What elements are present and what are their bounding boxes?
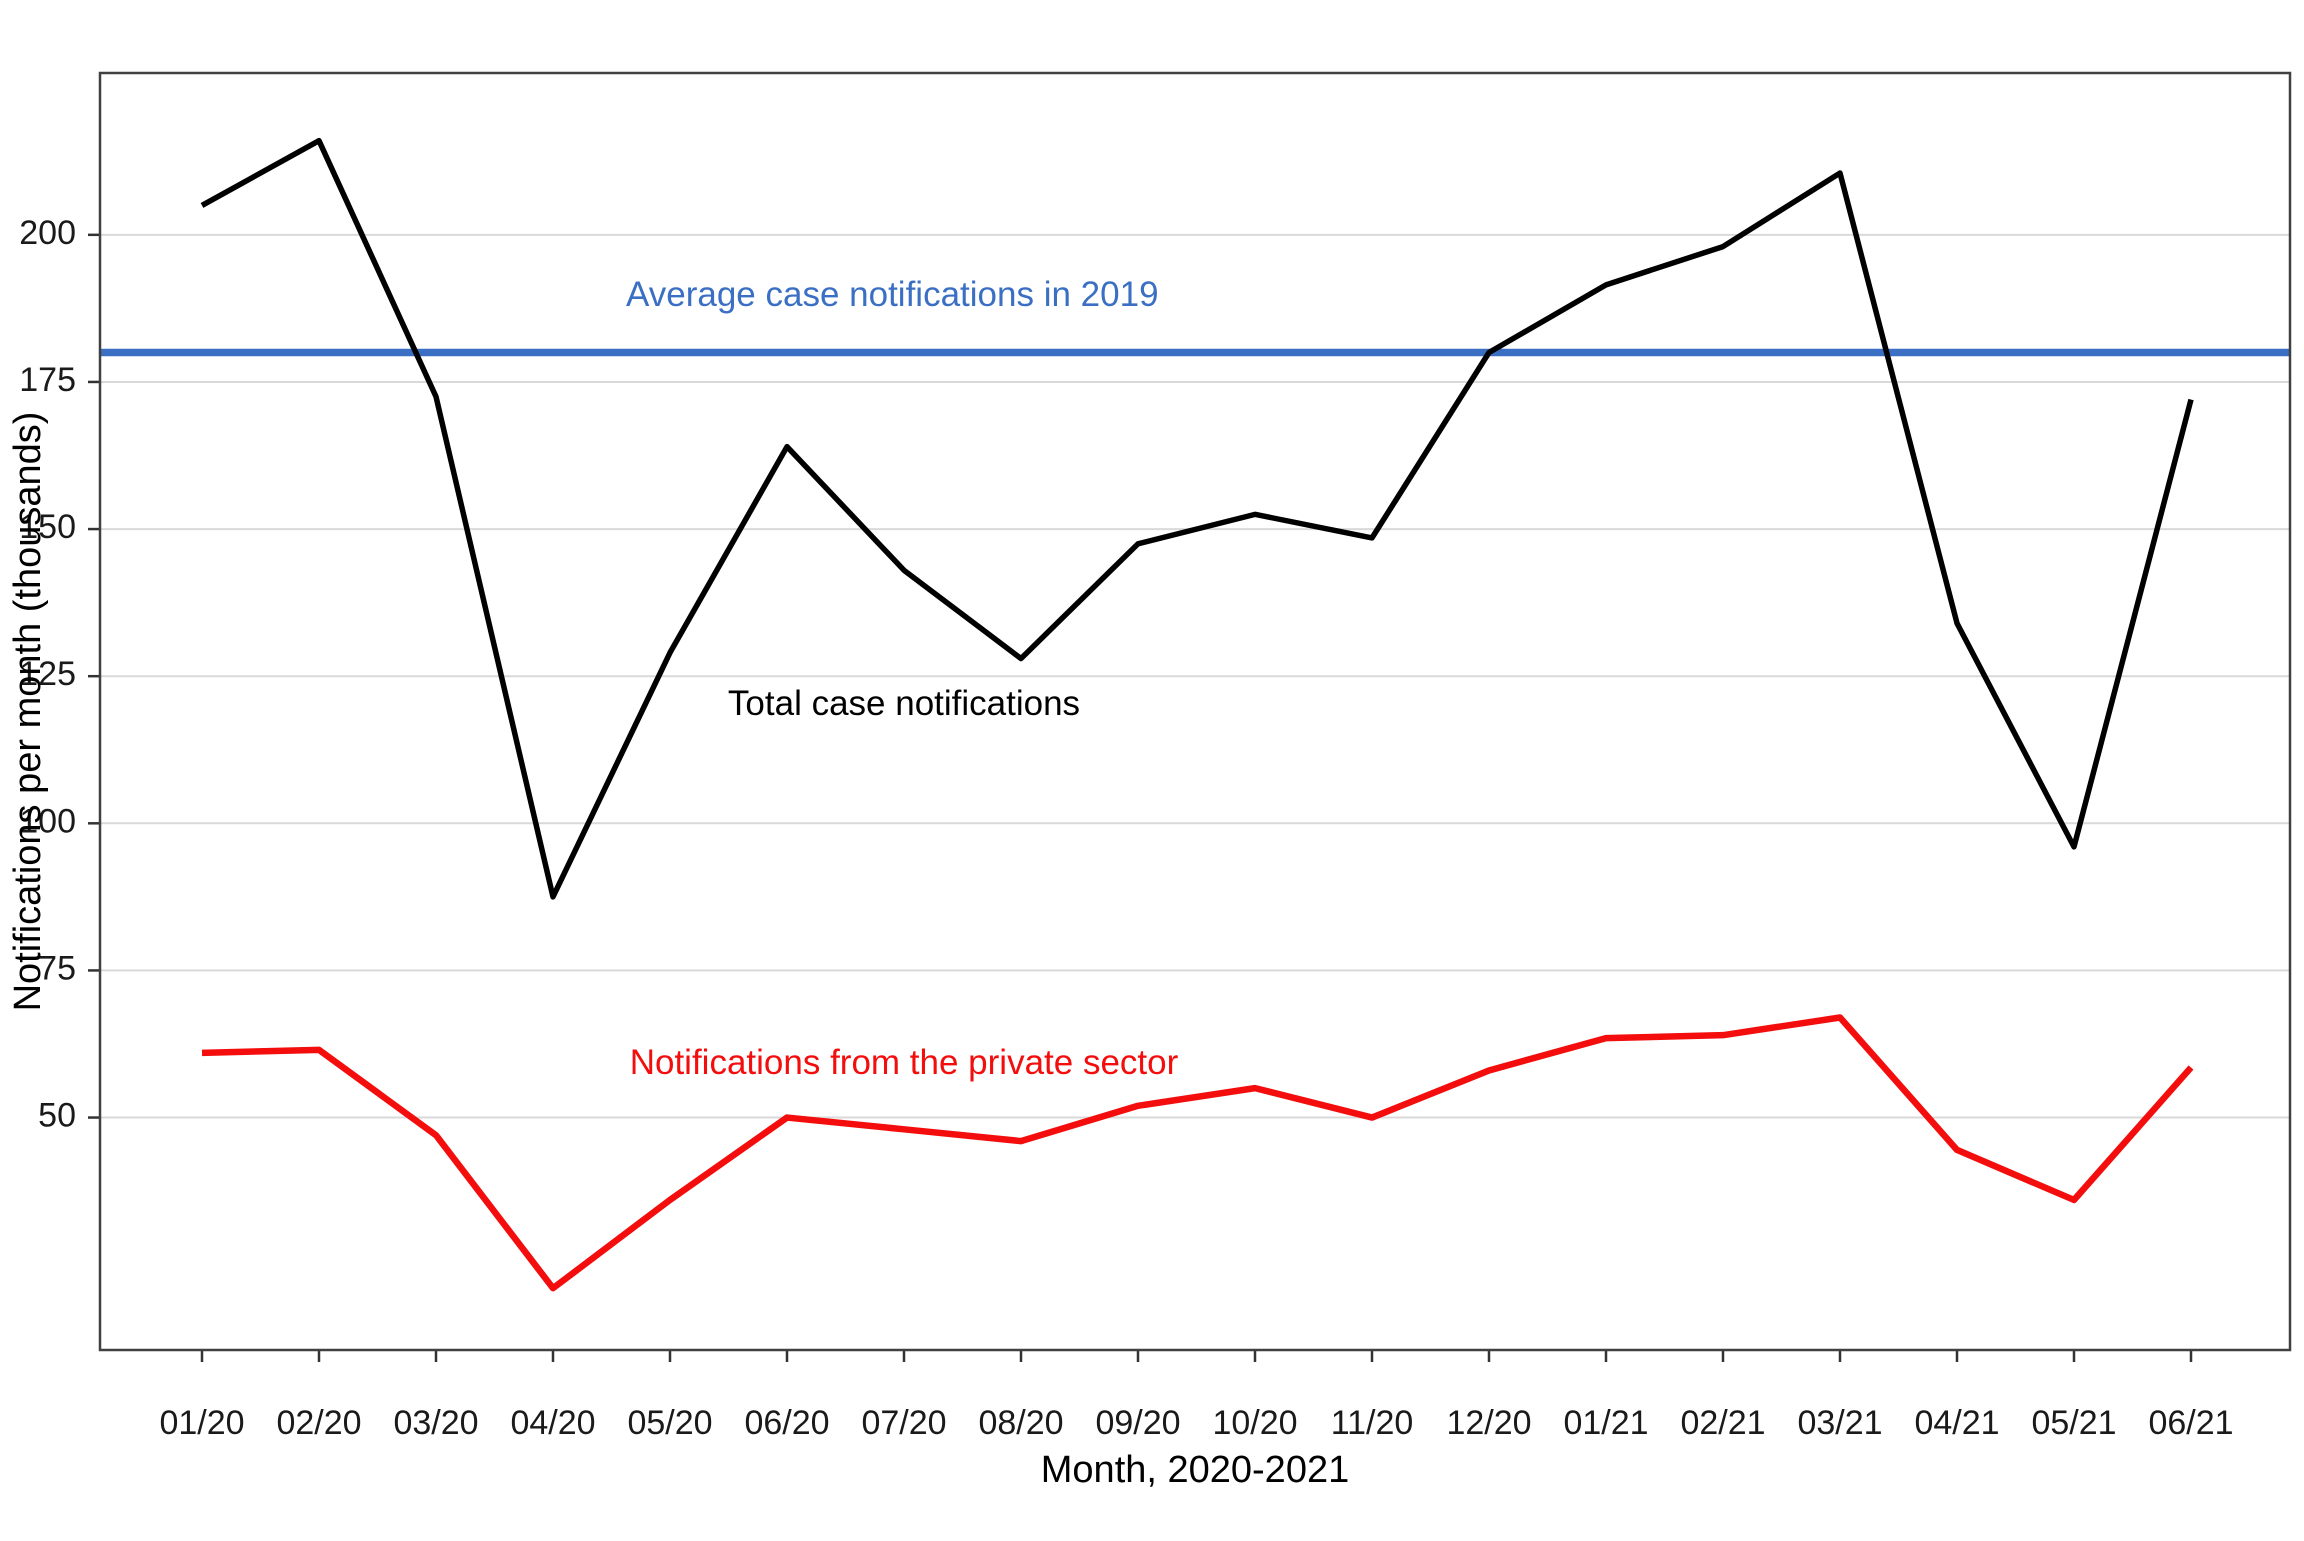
series-line-notifications-from-the-private-sector — [201, 1014, 2194, 1292]
x-tick-label-02-21: 02/21 — [1680, 1404, 1765, 1442]
y-tick-label-150: 150 — [19, 508, 76, 546]
x-tick-label-02-20: 02/20 — [276, 1404, 361, 1442]
y-tick-label-200: 200 — [19, 214, 76, 252]
y-tick-label-175: 175 — [19, 361, 76, 399]
y-axis-title: Notifications per month (thousands) — [7, 412, 49, 1012]
y-tick-label-75: 75 — [38, 949, 76, 987]
x-tick-label-01-21: 01/21 — [1563, 1404, 1648, 1442]
x-tick-label-12-20: 12/20 — [1446, 1404, 1531, 1442]
annotation-label-0: Average case notifications in 2019 — [626, 275, 1159, 314]
series-line-total-case-notifications — [200, 137, 2194, 900]
y-tick-label-50: 50 — [38, 1097, 76, 1135]
x-tick-label-11-20: 11/20 — [1331, 1404, 1414, 1442]
x-tick-label-10-20: 10/20 — [1212, 1404, 1297, 1442]
y-tick-label-125: 125 — [19, 655, 76, 693]
x-tick-label-09-20: 09/20 — [1095, 1404, 1180, 1442]
x-tick-label-05-20: 05/20 — [627, 1404, 712, 1442]
x-tick-label-05-21: 05/21 — [2031, 1404, 2116, 1442]
plot-border — [98, 71, 2292, 1352]
x-tick-label-06-20: 06/20 — [744, 1404, 829, 1442]
x-axis-title: Month, 2020-2021 — [1041, 1449, 1349, 1491]
x-tick-label-01-20: 01/20 — [159, 1404, 244, 1442]
annotation-label-1: Total case notifications — [728, 684, 1080, 723]
x-tick-label-04-20: 04/20 — [510, 1404, 595, 1442]
x-tick-label-04-21: 04/21 — [1914, 1404, 1999, 1442]
x-tick-label-03-20: 03/20 — [393, 1404, 478, 1442]
x-tick-label-03-21: 03/21 — [1797, 1404, 1882, 1442]
y-tick-label-100: 100 — [19, 802, 76, 840]
x-tick-label-07-20: 07/20 — [861, 1404, 946, 1442]
x-tick-label-08-20: 08/20 — [978, 1404, 1063, 1442]
plot-panel — [100, 73, 2290, 1350]
x-tick-label-06-21: 06/21 — [2148, 1404, 2233, 1442]
annotation-label-2: Notifications from the private sector — [630, 1043, 1179, 1082]
